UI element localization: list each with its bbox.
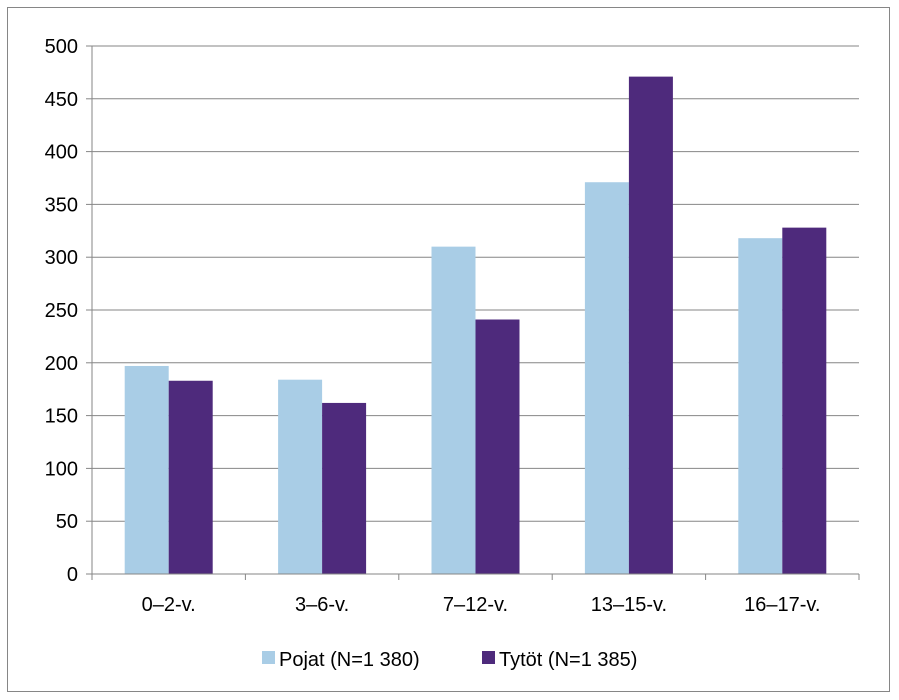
bar-pojat xyxy=(584,182,629,574)
y-tick-label: 0 xyxy=(67,564,78,586)
bar-pojat xyxy=(124,365,169,574)
y-tick-label: 500 xyxy=(45,36,78,58)
legend: Pojat (N=1 380) Tytöt (N=1 385) xyxy=(262,649,637,671)
x-tick-label: 7–12-v. xyxy=(443,594,508,616)
x-tick-label: 3–6-v. xyxy=(295,594,349,616)
legend-label-tytot: Tytöt (N=1 385) xyxy=(499,649,637,671)
bar-tytot xyxy=(322,402,367,574)
y-tick-label: 350 xyxy=(45,194,78,216)
y-tick-label: 450 xyxy=(45,89,78,111)
legend-swatch-tytot xyxy=(482,651,495,664)
axes xyxy=(86,45,860,580)
y-tick-label: 250 xyxy=(45,300,78,322)
x-axis-tick-labels: 0–2-v. 3–6-v. 7–12-v. 13–15-v. 16–17-v. xyxy=(142,594,821,616)
y-tick-label: 50 xyxy=(56,511,78,533)
bar-pojat xyxy=(431,246,476,574)
y-tick-label: 150 xyxy=(45,406,78,428)
y-tick-label: 300 xyxy=(45,247,78,269)
x-tick-label: 13–15-v. xyxy=(591,594,667,616)
gridlines xyxy=(92,45,859,522)
legend-swatch-pojat xyxy=(262,651,275,664)
bar-pojat xyxy=(278,379,323,574)
bars xyxy=(124,76,827,575)
bar-pojat xyxy=(738,238,783,574)
bar-tytot xyxy=(475,319,520,574)
y-tick-label: 200 xyxy=(45,353,78,375)
bar-tytot xyxy=(628,76,673,575)
bar-tytot xyxy=(168,380,213,574)
y-axis-tick-labels: 0 50 100 150 200 250 300 350 400 450 500 xyxy=(45,36,78,586)
x-tick-label: 16–17-v. xyxy=(744,594,820,616)
bar-tytot xyxy=(782,227,827,574)
x-tick-label: 0–2-v. xyxy=(142,594,196,616)
legend-label-pojat: Pojat (N=1 380) xyxy=(279,649,420,671)
y-tick-label: 100 xyxy=(45,458,78,480)
y-tick-label: 400 xyxy=(45,142,78,164)
